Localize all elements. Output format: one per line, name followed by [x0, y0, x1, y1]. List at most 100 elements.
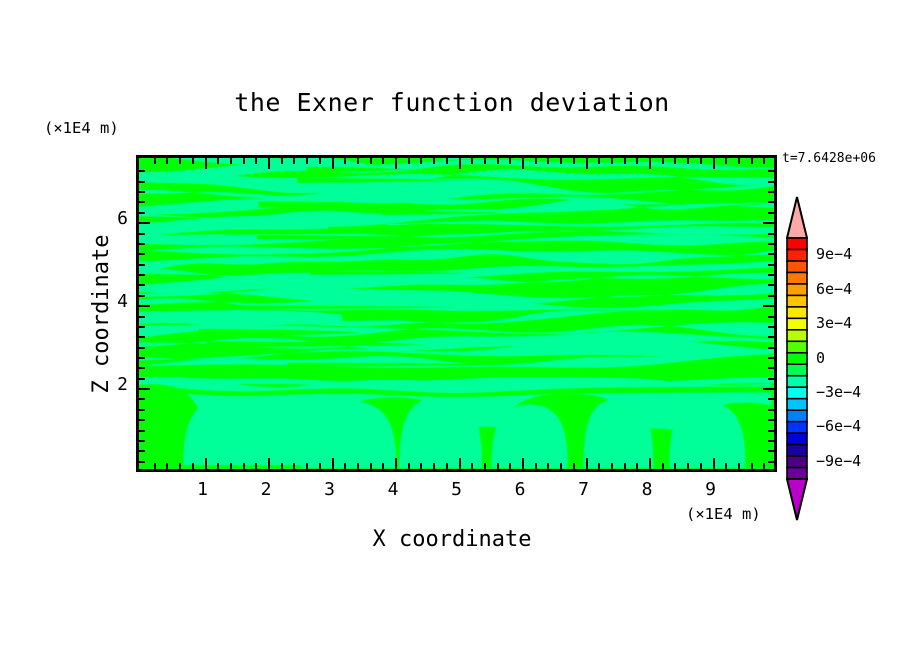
y-tick — [768, 191, 774, 194]
x-tick — [674, 158, 677, 164]
y-tick — [139, 429, 145, 432]
colorbar-band — [786, 363, 808, 377]
x-tick — [255, 158, 258, 164]
x-tick — [433, 158, 436, 164]
x-tick — [560, 463, 563, 469]
x-tick — [179, 158, 182, 164]
y-tick — [139, 336, 145, 339]
colorbar-band — [786, 432, 808, 446]
colorbar-band — [786, 409, 808, 423]
colorbar-tick-label: 9e−4 — [816, 245, 853, 264]
y-tick — [768, 429, 774, 432]
colorbar-tick-label: −6e−4 — [816, 417, 862, 436]
x-tick-label: 9 — [705, 479, 716, 500]
colorbar-band — [786, 237, 808, 251]
colorbar-tick-label: 0 — [816, 348, 826, 367]
y-tick — [139, 408, 145, 411]
y-tick — [139, 388, 150, 391]
x-tick — [699, 158, 702, 164]
x-tick — [217, 463, 220, 469]
y-tick — [768, 263, 774, 266]
x-tick — [649, 458, 651, 469]
x-tick — [268, 158, 270, 169]
x-tick — [356, 158, 359, 164]
y-tick — [763, 222, 774, 225]
colorbar-band — [786, 386, 808, 400]
x-tick — [306, 463, 309, 469]
x-tick — [458, 458, 461, 469]
x-tick — [369, 158, 372, 164]
x-tick — [585, 458, 588, 469]
y-tick — [139, 274, 145, 277]
x-tick-label: 4 — [387, 479, 399, 500]
x-tick — [496, 158, 499, 164]
page-title: the Exner function deviation — [234, 88, 670, 117]
y-tick — [763, 388, 774, 391]
colorbar-tick-label: 3e−4 — [816, 314, 853, 333]
colorbar-tick-label: 6e−4 — [816, 279, 853, 298]
x-tick — [725, 158, 728, 164]
colorbar-band — [786, 443, 808, 458]
x-tick — [395, 158, 397, 169]
y-tick — [768, 408, 774, 411]
x-tick — [572, 463, 575, 469]
x-tick — [280, 463, 283, 469]
y-tick — [763, 305, 774, 308]
y-axis-unit-label: (×1E4 m) — [44, 119, 119, 137]
x-tick — [598, 158, 601, 164]
colorbar-band — [786, 317, 808, 332]
x-tick — [610, 158, 613, 164]
x-tick — [191, 463, 194, 469]
x-tick — [610, 463, 613, 469]
colorbar-band — [786, 294, 808, 309]
colorbar-under-cap — [786, 478, 808, 521]
x-tick — [445, 158, 448, 164]
y-tick — [768, 336, 774, 339]
y-tick — [139, 263, 145, 266]
x-axis-unit-label: (×1E4 m) — [686, 505, 761, 523]
x-tick — [776, 463, 777, 469]
x-tick — [471, 158, 474, 164]
y-tick — [139, 346, 145, 349]
x-tick — [318, 463, 321, 469]
x-tick — [153, 158, 156, 164]
contour-field — [139, 158, 774, 469]
x-tick-label: 2 — [260, 479, 272, 500]
x-tick — [293, 463, 296, 469]
y-tick — [139, 439, 145, 442]
x-tick — [763, 463, 766, 469]
colorbar-over-cap — [786, 196, 808, 239]
x-tick — [458, 158, 461, 169]
y-tick — [768, 325, 774, 328]
x-tick — [547, 158, 550, 164]
y-tick — [768, 201, 774, 204]
x-tick — [344, 158, 347, 164]
x-tick-label: 3 — [324, 479, 335, 500]
x-tick — [407, 463, 410, 469]
x-tick — [636, 158, 639, 164]
x-tick — [712, 158, 715, 169]
x-tick — [763, 158, 766, 164]
colorbar-band — [786, 306, 808, 320]
y-tick-label: 6 — [117, 208, 128, 230]
x-tick — [204, 158, 207, 169]
colorbar — [786, 196, 808, 521]
y-tick — [139, 325, 145, 328]
x-tick — [229, 463, 232, 469]
y-tick — [768, 232, 774, 235]
x-tick — [483, 463, 486, 469]
y-tick — [139, 398, 145, 401]
colorbar-band — [786, 248, 808, 263]
x-tick — [737, 158, 740, 164]
y-tick — [139, 284, 145, 287]
y-tick — [768, 294, 774, 297]
y-tick — [139, 201, 145, 204]
colorbar-band — [786, 455, 808, 469]
y-tick — [139, 377, 145, 380]
colorbar-gradient — [786, 196, 808, 521]
x-tick — [649, 158, 651, 169]
x-tick — [420, 463, 423, 469]
y-tick — [139, 460, 145, 463]
x-tick — [382, 158, 385, 164]
x-tick — [293, 158, 296, 164]
